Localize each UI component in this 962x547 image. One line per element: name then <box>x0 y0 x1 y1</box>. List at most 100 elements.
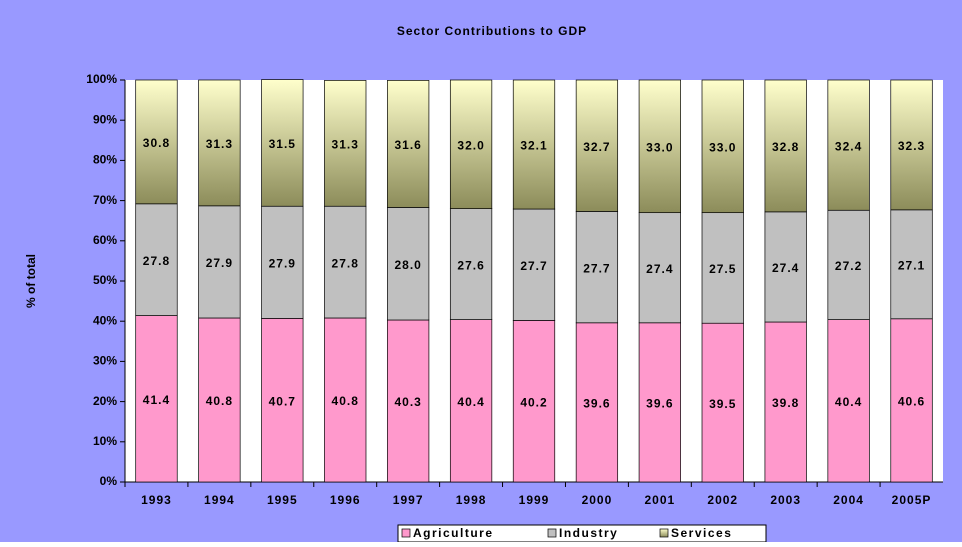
data-label: 39.6 <box>646 397 673 411</box>
bar-segment <box>701 322 744 483</box>
bar-segment <box>198 205 241 319</box>
bar-segment <box>890 318 933 483</box>
bar-segment <box>324 205 367 319</box>
data-label: 27.4 <box>772 261 799 275</box>
bar-segment <box>387 207 430 321</box>
bar-segment <box>701 79 744 214</box>
data-label: 27.2 <box>835 259 862 273</box>
data-label: 41.4 <box>143 393 170 407</box>
bar-segment <box>827 209 870 320</box>
legend-swatch <box>401 528 411 538</box>
x-tick-label: 1998 <box>456 493 487 507</box>
bar-segment <box>764 211 807 323</box>
bar-segment <box>764 79 807 213</box>
bar-segment <box>135 79 178 205</box>
data-label: 39.6 <box>583 397 610 411</box>
data-label: 27.1 <box>898 258 925 272</box>
bar-segment <box>638 79 681 214</box>
data-label: 28.0 <box>394 258 421 272</box>
bar-segment <box>890 79 933 211</box>
data-label: 32.3 <box>898 139 925 153</box>
x-tick-label: 2004 <box>833 493 864 507</box>
data-label: 40.7 <box>269 394 296 408</box>
bar-segment <box>512 320 556 483</box>
y-tick-label: 60% <box>93 233 117 247</box>
data-label: 30.8 <box>143 136 170 150</box>
data-label: 40.2 <box>520 395 547 409</box>
bar-segment <box>512 208 556 321</box>
data-label: 27.6 <box>457 258 484 272</box>
y-tick-label: 40% <box>93 313 117 327</box>
data-label: 39.5 <box>709 397 736 411</box>
x-tick-label: 2000 <box>582 493 613 507</box>
bar-segment <box>449 208 493 320</box>
bar-segment <box>827 79 870 211</box>
bar-segment <box>575 322 619 483</box>
data-label: 33.0 <box>646 141 673 155</box>
bar-segment <box>261 79 304 207</box>
bar-segment <box>512 79 556 210</box>
data-label: 31.5 <box>269 137 296 151</box>
legend-label: Services <box>671 526 732 540</box>
chart-title: Sector Contributions to GDP <box>397 24 587 38</box>
data-label: 40.6 <box>898 395 925 409</box>
x-tick-label: 1996 <box>330 493 361 507</box>
data-label: 27.9 <box>206 256 233 270</box>
data-label: 32.7 <box>583 140 610 154</box>
x-tick-label: 2001 <box>644 493 675 507</box>
legend-label: Agriculture <box>413 526 494 540</box>
bar-segment <box>890 209 933 320</box>
bar-segment <box>135 203 178 316</box>
y-tick-label: 20% <box>93 394 117 408</box>
data-label: 40.3 <box>394 395 421 409</box>
bar-segment <box>764 321 807 483</box>
x-tick-label: 1993 <box>141 493 172 507</box>
data-label: 33.0 <box>709 141 736 155</box>
legend-label: Industry <box>559 526 618 540</box>
bar-segment <box>449 319 493 483</box>
data-label: 40.4 <box>835 395 862 409</box>
data-label: 32.1 <box>520 139 547 153</box>
y-tick-label: 50% <box>93 273 117 287</box>
legend-swatch <box>659 528 669 538</box>
y-tick-label: 80% <box>93 153 117 167</box>
data-label: 27.8 <box>143 254 170 268</box>
y-tick-label: 100% <box>86 72 117 86</box>
bar-segment <box>198 79 241 207</box>
bar-segment <box>827 319 870 483</box>
y-tick-label: 90% <box>93 112 117 126</box>
bar-segment <box>387 319 430 483</box>
data-label: 27.9 <box>269 256 296 270</box>
data-label: 40.4 <box>457 395 484 409</box>
data-label: 27.7 <box>583 261 610 275</box>
x-tick-label: 1994 <box>204 493 235 507</box>
y-tick-label: 30% <box>93 354 117 368</box>
bar-segment <box>261 205 304 319</box>
bar-segment <box>387 80 430 208</box>
y-tick-label: 10% <box>93 434 117 448</box>
legend-swatch <box>547 528 557 538</box>
x-tick-label: 2003 <box>770 493 801 507</box>
data-label: 31.6 <box>394 138 421 152</box>
bar-segment <box>638 322 681 483</box>
data-label: 40.8 <box>332 394 359 408</box>
x-tick-label: 2005P <box>892 493 932 507</box>
data-label: 31.3 <box>206 137 233 151</box>
bar-segment <box>135 315 178 483</box>
data-label: 40.8 <box>206 394 233 408</box>
bar-segment <box>324 80 367 207</box>
x-tick-label: 1997 <box>393 493 424 507</box>
data-label: 32.0 <box>457 138 484 152</box>
bar-segment <box>324 317 367 483</box>
x-tick-label: 2002 <box>707 493 738 507</box>
bar-segment <box>701 212 744 324</box>
bar-segment <box>261 318 304 483</box>
y-axis-label: % of total <box>24 254 38 308</box>
x-tick-label: 1999 <box>519 493 550 507</box>
y-tick-label: 70% <box>93 193 117 207</box>
data-label: 39.8 <box>772 396 799 410</box>
bar-segment <box>449 79 493 209</box>
bar-segment <box>638 212 681 324</box>
